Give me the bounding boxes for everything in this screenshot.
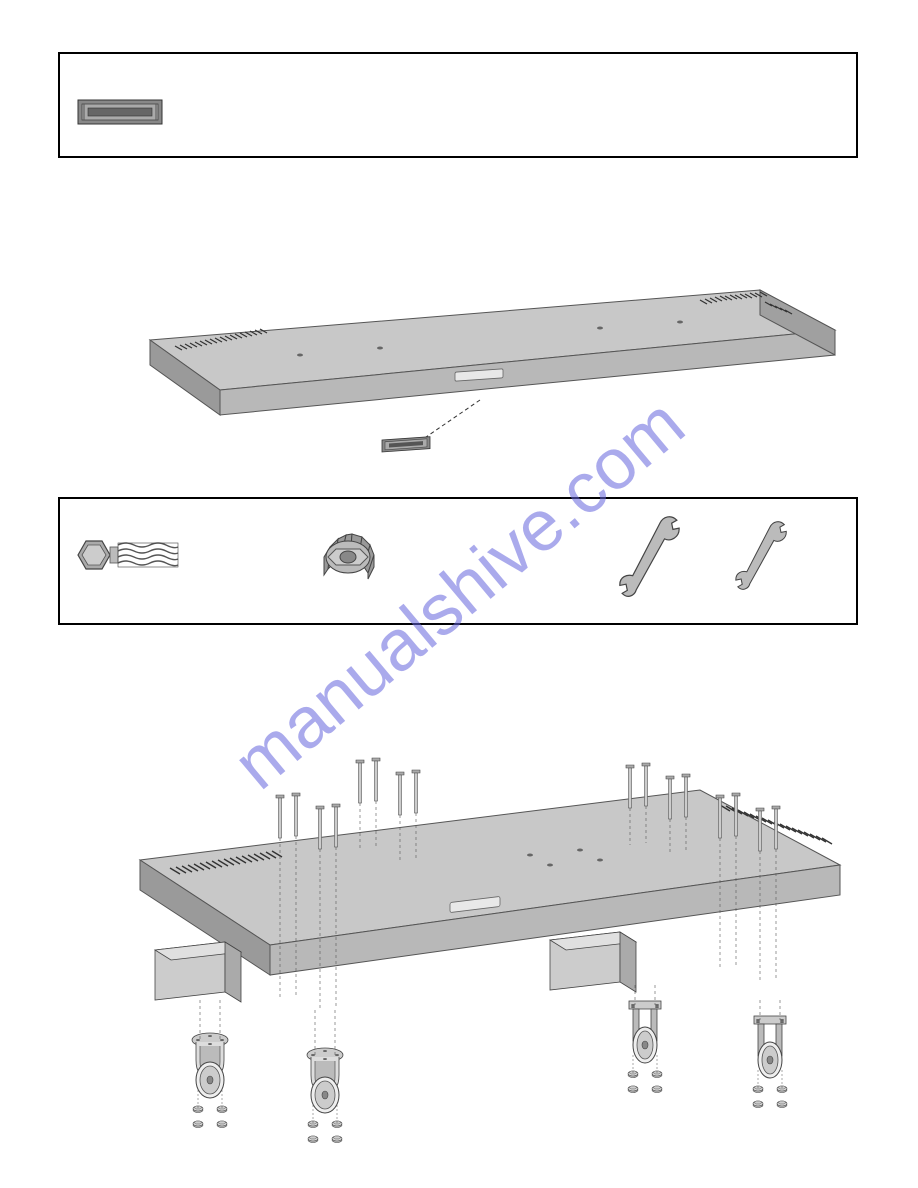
caster-fixed-1 [629,1001,661,1063]
parts-box-2-svg [60,499,860,627]
figure-2-panel-casters [80,690,880,1160]
caster-lines [200,985,780,1055]
parts-box-1-svg [60,54,860,160]
wrench-small-icon [719,519,802,592]
bracket-right [550,932,636,992]
hex-bolt-icon [78,541,178,569]
serrated-nut-icon [324,534,374,579]
panel-body [150,290,835,415]
parts-box-2 [58,497,858,625]
caster-swivel-1 [192,1033,228,1098]
caster-swivel-2 [307,1048,343,1113]
bracket-left [155,942,241,1002]
figure-1-panel-handle [100,230,860,480]
caster-fixed-2 [754,1016,786,1078]
parts-box-1 [58,52,858,158]
nuts-group [193,1055,787,1143]
wrench-large-icon [600,513,698,599]
handle-part-icon [78,100,162,124]
handle-detached-icon [382,437,430,452]
